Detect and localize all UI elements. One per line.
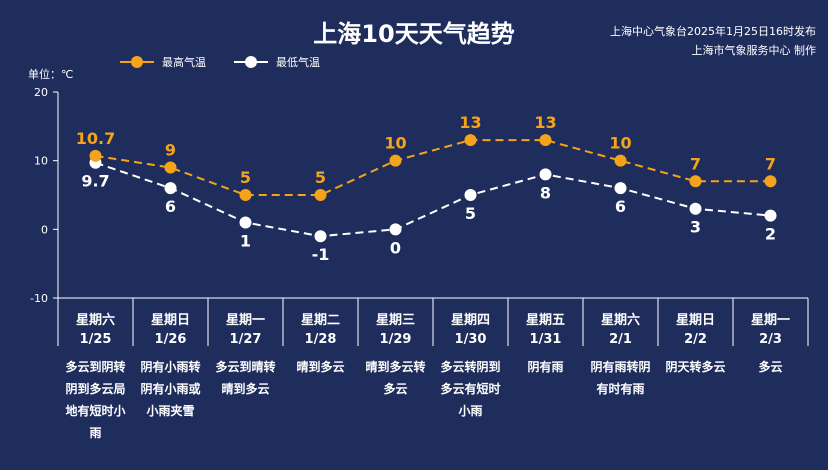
weather-text: 多云到阴转	[65, 359, 125, 374]
weather-text: 有时有雨	[596, 381, 644, 396]
low-temp-point	[389, 223, 402, 236]
date-label: 1/25	[80, 332, 112, 347]
low-temp-point	[239, 216, 252, 229]
date-label: 1/29	[380, 332, 412, 347]
high-temp-point	[464, 134, 477, 147]
weather-text: 小雨夹雪	[146, 403, 194, 418]
legend-item-low: 最低气温	[234, 54, 320, 70]
weather-text: 多云转阴到	[440, 359, 500, 374]
page-title: 上海10天天气趋势	[313, 20, 515, 48]
date-label: 2/2	[684, 332, 707, 347]
weather-text: 晴到多云转	[365, 359, 425, 374]
high-temp-point	[389, 154, 402, 167]
weekday-label: 星期二	[301, 313, 340, 328]
low-temp-label: 3	[690, 218, 701, 237]
high-temp-label: 10	[609, 134, 631, 153]
high-temp-point	[89, 149, 102, 162]
high-temp-label: 5	[315, 168, 326, 187]
weather-text: 阴到多云局	[65, 381, 125, 396]
weekday-label: 星期六	[601, 312, 640, 328]
weather-text: 多云到晴转	[215, 359, 275, 374]
weekday-label: 星期五	[526, 313, 565, 328]
legend-low-label: 最低气温	[276, 56, 320, 69]
high-temp-point	[164, 161, 177, 174]
weather-text: 雨	[89, 426, 101, 440]
date-label: 2/3	[759, 332, 782, 347]
high-temp-label: 10	[384, 134, 406, 153]
low-temp-label: 2	[765, 225, 776, 244]
publisher-line-1: 上海中心气象台2025年1月25日16时发布	[610, 25, 816, 38]
publisher-line-2: 上海市气象服务中心 制作	[691, 44, 817, 57]
low-temp-label: 1	[240, 231, 251, 250]
legend-high-swatch	[120, 56, 154, 68]
weather-text: 晴到多云	[296, 359, 344, 374]
weather-text: 小雨	[458, 403, 482, 418]
high-temp-label: 10.7	[76, 129, 115, 148]
weather-text: 阴有小雨或	[140, 381, 200, 396]
low-temp-label: 5	[465, 204, 476, 223]
low-temp-label: 6	[165, 197, 176, 216]
high-temp-label: 13	[534, 113, 556, 132]
weekday-label: 星期六	[76, 312, 115, 328]
low-temp-label: -1	[312, 245, 330, 264]
low-temp-label: 9.7	[81, 172, 109, 191]
y-tick-label: 0	[41, 223, 48, 236]
weekday-label: 星期一	[751, 313, 790, 328]
date-label: 1/31	[530, 332, 562, 347]
y-tick-label: 10	[34, 155, 48, 168]
legend-item-high: 最高气温	[120, 54, 206, 70]
publisher-info: 上海中心气象台2025年1月25日16时发布 上海市气象服务中心 制作	[610, 22, 816, 60]
weather-text: 阴天转多云	[665, 359, 725, 374]
low-temp-point	[314, 230, 327, 243]
legend-high-label: 最高气温	[162, 56, 206, 69]
date-label: 1/28	[305, 332, 337, 347]
weekday-label: 星期四	[451, 313, 490, 328]
high-temp-point	[764, 175, 777, 188]
low-temp-point	[464, 189, 477, 201]
date-label: 1/26	[155, 332, 187, 347]
high-temp-point	[689, 175, 702, 188]
high-temp-label: 5	[240, 168, 251, 187]
date-label: 1/30	[455, 332, 487, 347]
y-tick-label: -10	[30, 292, 48, 305]
low-temp-label: 6	[615, 197, 626, 216]
chart-legend: 最高气温 最低气温	[120, 54, 348, 70]
high-temp-point	[239, 189, 252, 201]
high-temp-point	[614, 154, 627, 167]
high-temp-line	[95, 139, 771, 196]
high-temp-point	[539, 134, 552, 147]
low-temp-point	[689, 202, 702, 215]
weekday-label: 星期日	[676, 313, 715, 328]
legend-low-swatch	[234, 56, 268, 68]
low-temp-point	[164, 182, 177, 195]
weather-text: 晴到多云	[221, 381, 269, 396]
weather-text: 地有短时小	[65, 403, 125, 418]
high-temp-point	[314, 189, 327, 201]
low-temp-point	[614, 182, 627, 195]
low-temp-point	[764, 209, 777, 222]
high-temp-label: 7	[765, 154, 776, 173]
weather-text: 多云	[758, 359, 782, 374]
high-temp-label: 7	[690, 154, 701, 173]
weekday-label: 星期一	[226, 313, 265, 328]
date-label: 2/1	[609, 332, 632, 347]
weather-text: 多云有短时	[440, 381, 500, 396]
high-temp-label: 13	[459, 113, 481, 132]
low-temp-line	[95, 161, 771, 238]
low-temp-point	[539, 168, 552, 181]
date-label: 1/27	[230, 332, 262, 347]
weather-text: 阴有雨	[527, 359, 563, 374]
high-temp-label: 9	[165, 141, 176, 160]
weekday-label: 星期三	[376, 313, 415, 328]
weather-text: 阴有雨转阴	[590, 359, 650, 374]
unit-label: 单位：℃	[28, 68, 74, 81]
weekday-label: 星期日	[151, 313, 190, 328]
low-temp-label: 8	[540, 183, 551, 202]
weather-text: 阴有小雨转	[140, 359, 200, 374]
low-temp-label: 0	[390, 238, 401, 257]
y-tick-label: 20	[34, 86, 48, 99]
weather-text: 多云	[383, 381, 407, 396]
